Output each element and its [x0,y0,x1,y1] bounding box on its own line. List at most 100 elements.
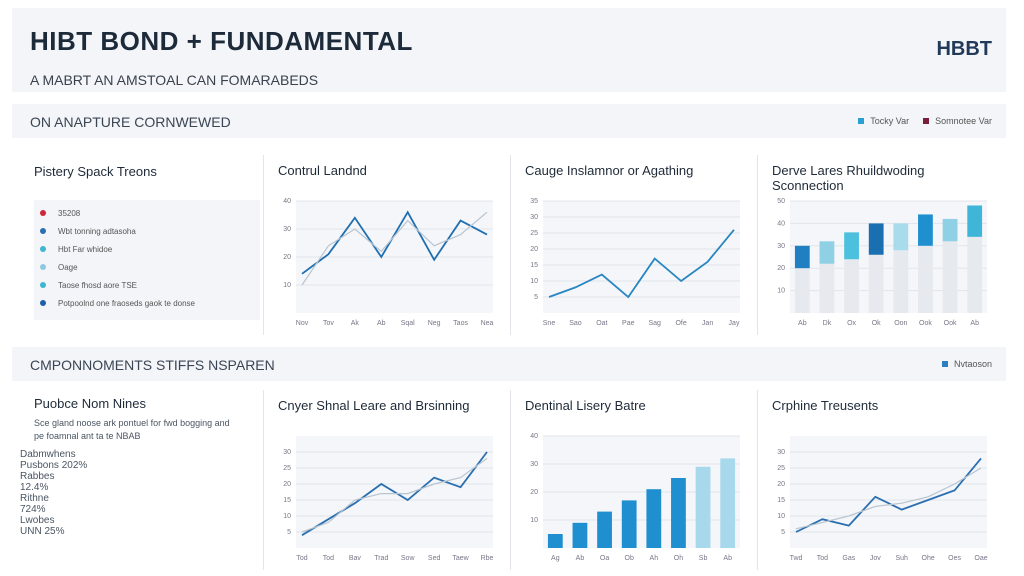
chart: 5 10 15 20 25 30 35 Sne Sao Oat Pae Sag Ofe Jan Jay [530,198,740,327]
plot-bg [790,436,987,548]
x-tick-label: Ak [351,320,360,327]
y-tick-label: 30 [530,461,538,468]
stat-label: Lwobes [20,515,55,526]
bar [695,466,711,548]
list-item: Wbt tonning adtasoha [40,227,260,236]
chart-panel: Derve Lares Rhuildwoding Sconnection 10 20… [762,155,1002,335]
list: 35208 Wbt tonning adtasoha Hbt Far whidoe O… [34,200,260,320]
panel-title: Pistery Spack Treons [34,164,157,179]
legend-label: Somnotee Var [935,116,992,126]
chart-panel: Contrul Landnd 10 20 30 40 Nov Tov Ak Ab Sqal Neg T… [268,155,508,335]
y-tick-label: 20 [777,265,785,272]
chart-panel: Cauge Inslamnor or Agathing 5 10 15 20 25 30 35… [515,155,755,335]
chart-title: Cauge Inslamnor or Agathing [525,163,694,178]
list-text: Wbt tonning adtasoha [58,227,136,236]
divider [263,390,264,570]
bar-segment [844,259,859,313]
y-tick-label: 30 [283,449,291,456]
x-tick-label: Tod [323,555,334,562]
chart-title: Crphine Treusents [772,398,879,413]
x-tick-label: Ook [919,320,932,327]
y-tick-label: 10 [777,288,785,295]
bar-segment [819,263,835,313]
legend: Tocky Var Somnotee Var [858,116,992,126]
header: HIBT BOND + FUNDAMENTAL A MABRT AN AMSTO… [12,8,1006,92]
list-dot [40,210,46,216]
x-tick-label: Ag [551,555,560,562]
y-tick-label: 25 [283,465,291,472]
x-tick-label: Ab [377,320,386,327]
y-tick-label: 40 [283,198,291,205]
y-tick-label: 30 [777,243,785,250]
list-item: Hbt Far whidoe [40,245,260,254]
legend-item: Somnotee Var [923,116,992,126]
line-series [301,451,488,536]
panel-text: Sce gland noose ark pontuel for fwd bogg… [34,418,230,441]
list-dot [40,300,46,306]
chart-title: Contrul Landnd [278,163,367,178]
x-tick-label: Twd [790,555,803,562]
plot-bg [543,201,740,313]
section-title: CMPONNOMENTS STIFFS NSPAREN [30,357,275,373]
line-series [301,457,488,533]
y-tick-label: 10 [530,278,538,285]
y-tick-label: 15 [530,262,538,269]
x-tick-label: Taos [453,320,468,327]
x-tick-label: Rbe [481,555,494,562]
x-tick-label: Oes [948,555,961,562]
x-tick-label: Jov [870,555,881,562]
list-text: Oage [58,263,78,272]
y-tick-label: 20 [777,481,785,488]
x-tick-label: Sao [569,320,582,327]
list-text: Hbt Far whidoe [58,245,113,254]
x-tick-label: Oa [600,555,609,562]
x-tick-label: Sed [428,555,441,562]
list-dot [40,282,46,288]
legend-swatch [923,118,930,124]
x-tick-label: Neg [428,320,441,327]
y-tick-label: 20 [530,489,538,496]
x-tick-label: Ook [944,320,957,327]
legend: Nvtaoson [941,359,992,369]
x-tick-label: Ohe [922,555,935,562]
x-tick-label: Ab [723,555,732,562]
x-tick-label: Suh [895,555,908,562]
y-tick-label: 5 [287,529,291,536]
y-tick-label: 10 [530,517,538,524]
x-tick-label: Taew [452,555,469,562]
section-title: ON ANAPTURE CORNWEWED [30,114,231,130]
x-tick-label: Jan [702,320,713,327]
y-tick-label: 25 [777,465,785,472]
legend-swatch [858,118,865,124]
x-tick-label: Ab [970,320,979,327]
y-tick-label: 10 [777,513,785,520]
stat-value: Pusbons 202% [20,460,88,471]
y-tick-label: 50 [777,198,785,205]
list-item: Potpoolnd one fraoseds gaok te donse [40,299,260,308]
y-tick-label: 15 [777,497,785,504]
x-tick-label: Dk [823,320,832,327]
stat: Rabbes 12.4% [20,471,260,493]
y-tick-label: 20 [283,481,291,488]
divider [757,155,758,335]
bar [621,500,637,548]
stat-value: UNN 25% [20,526,65,537]
y-tick-label: 20 [530,246,538,253]
stat-label: Rabbes [20,471,55,482]
divider [510,155,511,335]
y-tick-label: 40 [530,433,538,440]
bar-segment [967,205,983,237]
logo: HBBT [936,38,992,60]
y-tick-label: 10 [283,513,291,520]
y-tick-label: 30 [530,214,538,221]
section-bar: CMPONNOMENTS STIFFS NSPAREN Nvtaoson [12,347,1006,381]
chart-title: Derve Lares Rhuildwoding Sconnection [772,163,925,193]
subtitle: A MABRT AN AMSTOAL CAN FOMARABEDS [30,72,319,88]
chart: 5 10 15 20 25 30 Tod Tod Bav Trad Sow Sed Taew Rbe [283,436,494,562]
bar [646,489,662,548]
y-tick-label: 10 [283,282,291,289]
bar-segment [918,245,933,313]
chart-title: Dentinal Lisery Batre [525,398,646,413]
chart: 5 10 15 20 25 30 Twd Tod Gas Jov Suh Ohe Oes Oae [777,436,988,562]
